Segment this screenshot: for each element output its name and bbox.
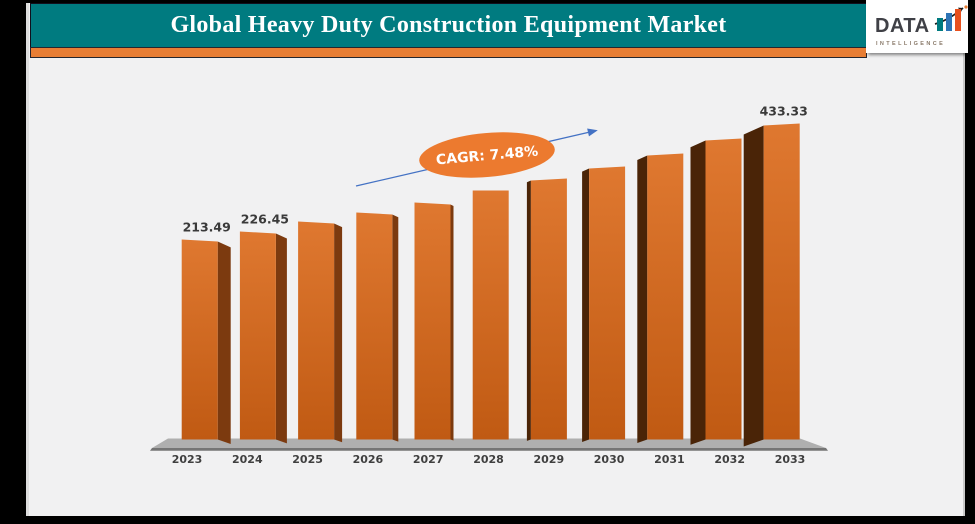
bar-2028 [472,190,509,440]
bar-side [334,223,343,443]
bar-front [589,166,626,440]
bar-2023 [181,239,231,445]
bar-front [298,221,335,440]
bar-2027 [414,202,454,441]
logo-row: DATA [866,0,968,39]
x-axis-label-2026: 2026 [353,453,384,466]
bar-front [414,202,451,440]
bar-front [530,178,567,440]
bar-value-label: 213.49 [183,220,231,235]
bar-side [582,168,590,442]
bar-side [690,140,706,445]
bar-2032 [690,138,742,445]
bar-front [181,239,218,440]
chart-floor-edge [150,448,828,451]
logo-subtitle: INTELLIGENCE [876,41,946,47]
cagr-badge: CAGR: 7.48% [419,132,555,178]
x-axis-label-2024: 2024 [232,453,263,466]
page-title: Global Heavy Duty Construction Equipment… [170,12,727,38]
bar-front [705,138,742,440]
bar-2025 [298,221,343,443]
bar-side [450,204,454,441]
x-axis-label-2031: 2031 [654,453,685,466]
bar-front [763,123,800,440]
x-axis-label-2027: 2027 [413,453,444,466]
x-axis-label-2025: 2025 [292,453,323,466]
company-logo: DATA INTELLIGENCE [866,0,968,53]
bar-value-label: 433.33 [760,104,808,119]
bar-2029 [526,178,567,441]
cagr-ellipse [419,132,555,178]
bar-front [647,153,684,440]
bar-side [743,125,764,447]
x-axis-label-2029: 2029 [533,453,564,466]
logo-wordmark: DATA [875,15,930,37]
x-axis-label-2023: 2023 [172,453,203,466]
bar-front [472,190,509,440]
bar-side [637,155,648,443]
bar-2026 [356,212,399,442]
x-axis-label-2028: 2028 [473,453,504,466]
bar-front [239,231,276,440]
title-banner: Global Heavy Duty Construction Equipment… [30,3,867,48]
bar-2030 [582,166,626,442]
bar-value-label: 226.45 [241,212,289,227]
bar-side [275,233,287,444]
x-axis-label-2032: 2032 [714,453,745,466]
logo-bars-icon [933,4,973,39]
chart-floor [152,438,826,448]
bar-front [356,212,393,440]
bar-side [526,180,531,441]
x-axis-label-2033: 2033 [775,453,806,466]
trend-arrow-head [587,128,598,137]
bar-2031 [637,153,684,443]
bar-side [217,241,231,445]
bar-side [392,214,399,442]
x-axis-label-2030: 2030 [594,453,625,466]
bar-2033 [743,123,800,447]
bar-2024 [239,231,287,444]
